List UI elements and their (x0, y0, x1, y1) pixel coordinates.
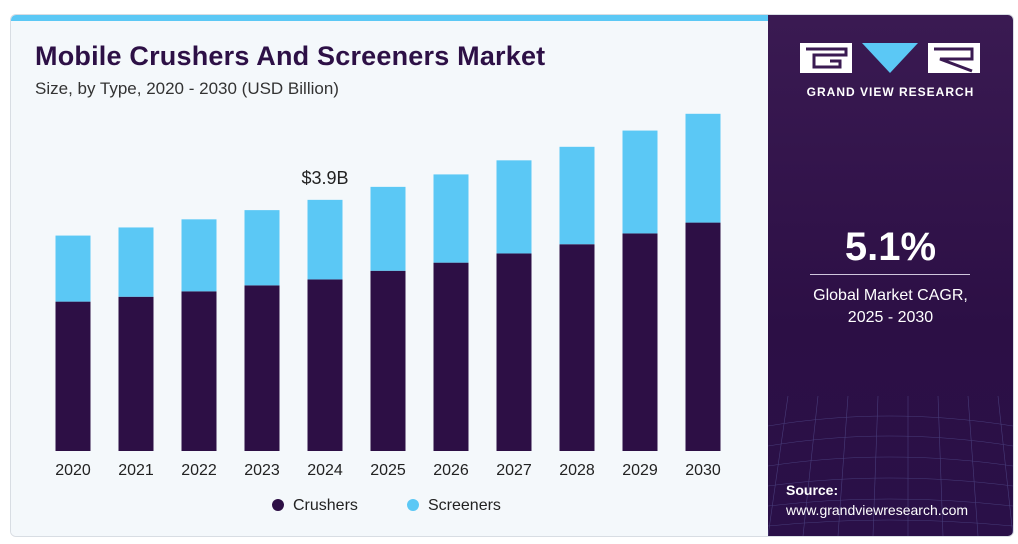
bar-screeners-2030 (685, 113, 721, 223)
accent-bar (11, 15, 768, 21)
x-tick-label: 2021 (118, 462, 154, 479)
bar-crushers-2028 (559, 244, 595, 451)
info-sidebar: GRAND VIEW RESEARCH 5.1% Global Market C… (768, 15, 1013, 536)
cagr-label-line2: 2025 - 2030 (847, 309, 934, 326)
legend-marker-crushers (272, 499, 284, 511)
bar-screeners-2026 (433, 174, 469, 263)
data-label-annotation: $3.9B (301, 168, 348, 188)
bar-screeners-2021 (118, 227, 154, 297)
bar-crushers-2023 (244, 285, 280, 451)
chart-panel: Mobile Crushers And Screeners Market Siz… (11, 15, 768, 536)
grand-view-research-logo (800, 43, 980, 73)
bar-screeners-2024 (307, 199, 343, 280)
bar-chart: 2020 2021 2022 2023 2024 $3.9B 2025 2026 2027 202… (55, 113, 721, 514)
bar-screeners-2022 (181, 219, 217, 292)
legend-label-screeners: Screeners (428, 497, 501, 514)
bar-crushers-2030 (685, 222, 721, 451)
bar-screeners-2027 (496, 160, 532, 254)
bar-crushers-2027 (496, 253, 532, 451)
source-url: www.grandviewresearch.com (786, 502, 969, 518)
x-tick-label: 2026 (433, 462, 469, 479)
cagr-label: Global Market CAGR, 2025 - 2030 (768, 285, 1013, 329)
x-tick-label: 2028 (559, 462, 595, 479)
x-tick-label: 2029 (622, 462, 658, 479)
chart-subtitle: Size, by Type, 2020 - 2030 (USD Billion) (35, 79, 339, 98)
bar-screeners-2020 (55, 235, 91, 302)
decorative-grid (768, 396, 1013, 536)
bar-crushers-2021 (118, 296, 154, 451)
source-label: Source: (786, 482, 839, 498)
x-tick-label: 2020 (55, 462, 91, 479)
bar-crushers-2026 (433, 262, 469, 451)
bar-crushers-2025 (370, 270, 406, 451)
source-note: Source: www.grandviewresearch.com (786, 480, 968, 520)
bar-crushers-2022 (181, 291, 217, 451)
legend-label-crushers: Crushers (293, 497, 358, 514)
legend-marker-screeners (407, 499, 419, 511)
x-tick-label: 2025 (370, 462, 406, 479)
bar-screeners-2028 (559, 146, 595, 245)
bar-crushers-2020 (55, 301, 91, 451)
infographic-card: Mobile Crushers And Screeners Market Siz… (10, 14, 1014, 537)
bar-crushers-2029 (622, 233, 658, 451)
x-tick-label: 2024 (307, 462, 343, 479)
chart-title: Mobile Crushers And Screeners Market (35, 41, 546, 71)
x-tick-label: 2023 (244, 462, 280, 479)
bar-screeners-2025 (370, 186, 406, 271)
cagr-divider (810, 274, 970, 275)
bar-screeners-2029 (622, 130, 658, 234)
bar-crushers-2024 (307, 279, 343, 451)
x-tick-label: 2022 (181, 462, 217, 479)
bar-screeners-2023 (244, 210, 280, 286)
cagr-label-line1: Global Market CAGR, (813, 287, 968, 304)
logo-text: GRAND VIEW RESEARCH (806, 85, 975, 99)
cagr-value: 5.1% (844, 225, 937, 269)
x-tick-label: 2027 (496, 462, 532, 479)
x-tick-label: 2030 (685, 462, 721, 479)
